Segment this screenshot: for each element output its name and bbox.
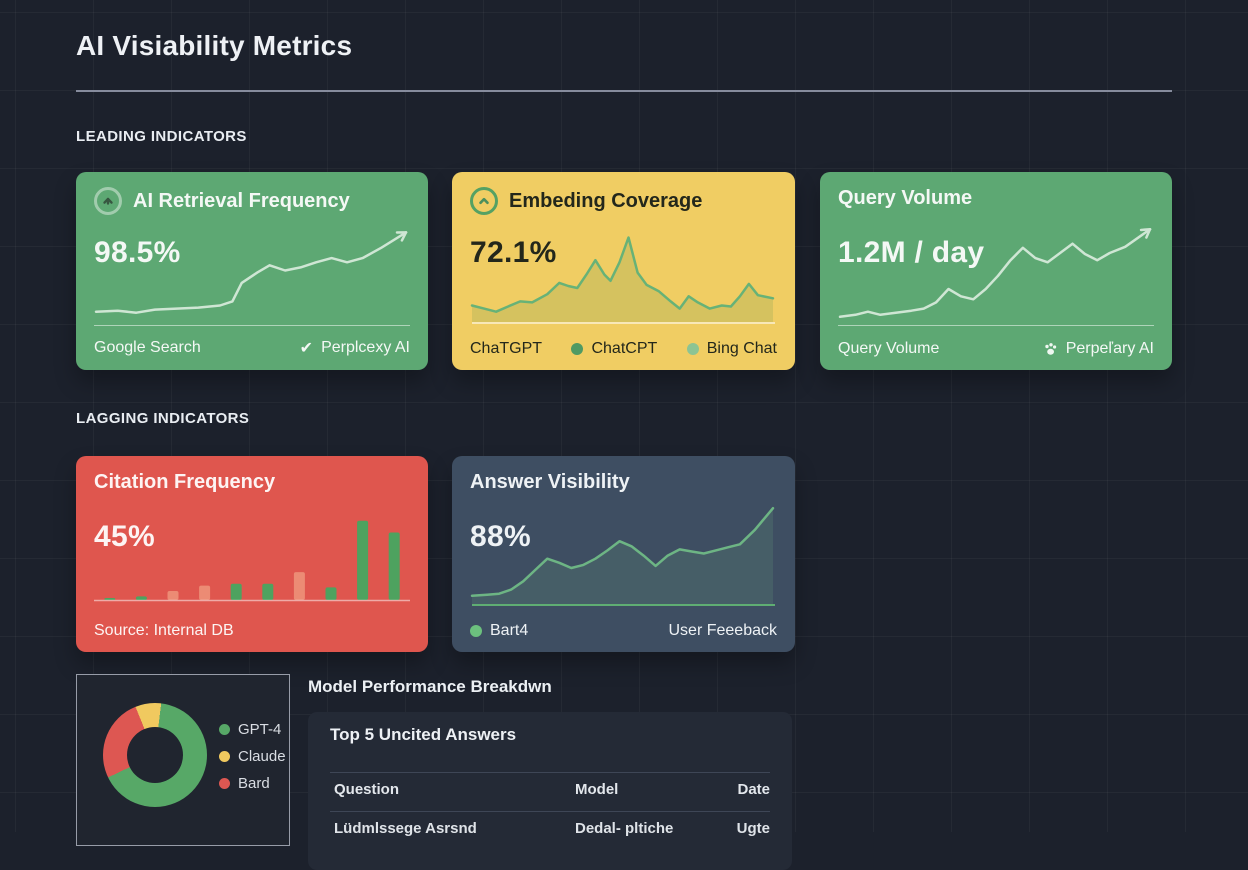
panel-title: Top 5 Uncited Answers	[330, 725, 516, 745]
card-footer: Google Search ✔ Perplcexy AI	[94, 338, 410, 358]
area-chart	[470, 212, 777, 324]
top5-uncited-answers-panel: Top 5 Uncited Answers Question Model Dat…	[308, 712, 792, 870]
feedback-label: User Feeeback	[669, 622, 778, 640]
sparkline-chart	[94, 212, 410, 324]
legend-label: Bart4	[490, 622, 528, 640]
legend-dot-icon	[687, 343, 699, 355]
card-title: Citation Frequency	[94, 471, 275, 494]
bar-chart	[94, 506, 410, 602]
provider-group: Perpeľary AI	[1043, 340, 1154, 358]
provider-group: ✔ Perplcexy AI	[300, 338, 410, 358]
card-query-volume[interactable]: Query Volume 1.2M / day Query Volume Per…	[820, 172, 1172, 370]
provider-label: Perplcexy AI	[321, 339, 410, 357]
card-header: Embeding Coverage	[470, 187, 702, 215]
legend-item-gpt4[interactable]: GPT-4	[219, 721, 286, 738]
legend-label: GPT-4	[238, 721, 281, 738]
legend-dot-icon	[470, 625, 482, 637]
card-title: Embeding Coverage	[509, 190, 702, 213]
divider	[838, 325, 1154, 326]
breakdown-title: Model Performance Breakdwn	[308, 677, 552, 697]
cell-date: Ugte	[737, 820, 770, 837]
donut-chart	[103, 703, 207, 807]
donut-hole	[127, 727, 183, 783]
card-answer-visibility[interactable]: Answer Visibility 88% Bart4 User Feeebac…	[452, 456, 795, 652]
model-share-panel: GPT-4 Claude Bard	[76, 674, 290, 846]
page-title: AI Visiability Metrics	[76, 30, 352, 62]
source-label: Google Search	[94, 339, 201, 357]
sparkline-chart	[838, 212, 1154, 324]
card-embedding-coverage[interactable]: Embeding Coverage 72.1% ChaTGPT ChatCPT …	[452, 172, 795, 370]
legend-item-bing-chat[interactable]: Bing Chat	[687, 340, 777, 358]
legend-dot-icon	[219, 751, 230, 762]
card-header: Citation Frequency	[94, 471, 275, 494]
card-header: AI Retrieval Frequency	[94, 187, 350, 215]
donut-legend: GPT-4 Claude Bard	[219, 721, 286, 792]
source-label: Source: Internal DB	[94, 622, 234, 640]
cell-question: Lüdmlssege Asrsnd	[334, 820, 477, 837]
legend-item-bard[interactable]: Bard	[219, 775, 286, 792]
legend-item-bart4[interactable]: Bart4	[470, 622, 528, 640]
title-divider	[76, 90, 1172, 92]
card-title: Answer Visibility	[470, 471, 630, 494]
legend-dot-icon	[219, 724, 230, 735]
legend-label: Claude	[238, 748, 286, 765]
chevron-up-circle-icon	[470, 187, 498, 215]
check-icon: ✔	[300, 338, 313, 358]
card-footer: ChaTGPT ChatCPT Bing Chat	[470, 340, 777, 358]
card-footer: Source: Internal DB	[94, 622, 410, 640]
paw-icon	[1043, 342, 1058, 357]
column-header-model: Model	[575, 781, 618, 798]
area-chart	[470, 494, 777, 606]
divider	[94, 325, 410, 326]
card-citation-frequency[interactable]: Citation Frequency 45% Source: Internal …	[76, 456, 428, 652]
card-ai-retrieval-frequency[interactable]: AI Retrieval Frequency 98.5% Google Sear…	[76, 172, 428, 370]
legend-item-chatcpt[interactable]: ChatCPT	[571, 340, 657, 358]
column-header-date: Date	[737, 781, 770, 798]
section-leading-indicators: LEADING INDICATORS	[76, 128, 247, 145]
legend-item-claude[interactable]: Claude	[219, 748, 286, 765]
legend-label: ChatCPT	[591, 340, 657, 358]
card-title: Query Volume	[838, 187, 972, 210]
card-footer: Query Volume Perpeľary AI	[838, 340, 1154, 358]
section-lagging-indicators: LAGGING INDICATORS	[76, 410, 249, 427]
card-header: Answer Visibility	[470, 471, 630, 494]
column-header-question: Question	[334, 781, 399, 798]
legend-label: Bard	[238, 775, 270, 792]
card-header: Query Volume	[838, 187, 972, 210]
legend-dot-icon	[219, 778, 230, 789]
legend-dot-icon	[571, 343, 583, 355]
table-divider	[330, 811, 770, 812]
table-divider	[330, 772, 770, 773]
dashboard: AI Visiability Metrics LEADING INDICATOR…	[0, 0, 1248, 832]
provider-label: Perpeľary AI	[1066, 340, 1154, 358]
card-footer: Bart4 User Feeeback	[470, 622, 777, 640]
source-label: ChaTGPT	[470, 340, 542, 358]
source-label: Query Volume	[838, 340, 939, 358]
arrow-up-circle-icon	[94, 187, 122, 215]
cell-model: Dedal- pltiche	[575, 820, 673, 837]
legend-label: Bing Chat	[707, 340, 777, 358]
card-title: AI Retrieval Frequency	[133, 190, 350, 213]
